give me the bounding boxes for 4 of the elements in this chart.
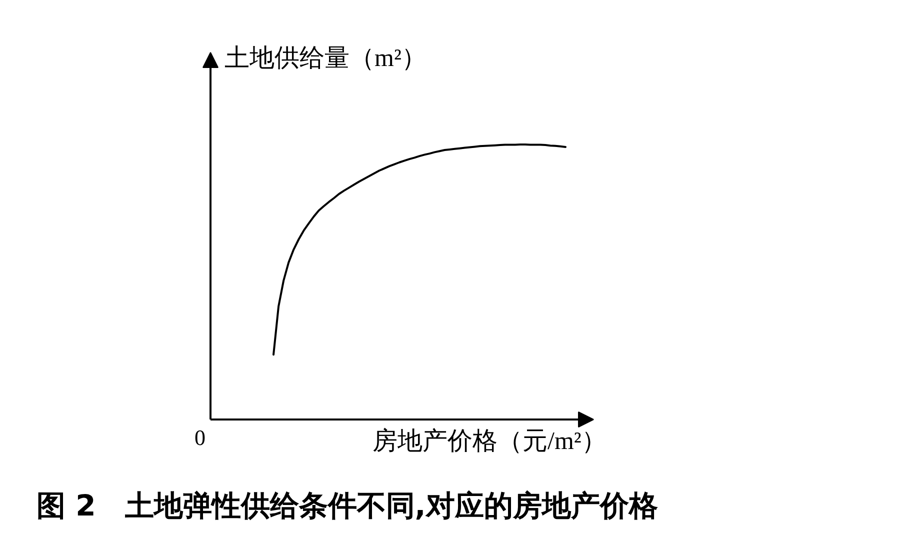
y-axis-title: 土地供给量（m²） (224, 45, 426, 72)
text: 图 2 土地弹性供给条件不同,对应的房地产价格 (36, 488, 658, 522)
text: 0 (194, 425, 206, 450)
x-axis-title: 房地产价格（元/m²） (372, 427, 606, 455)
